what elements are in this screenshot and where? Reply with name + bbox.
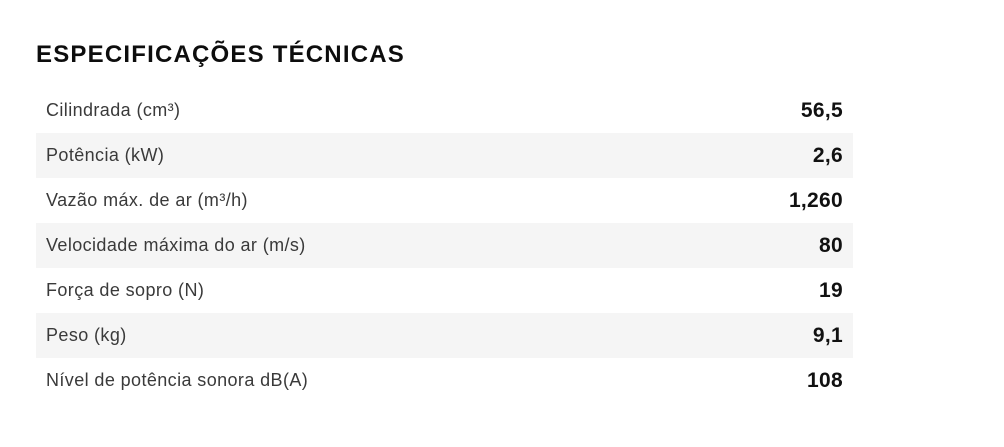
page-title: ESPECIFICAÇÕES TÉCNICAS	[36, 41, 405, 68]
spec-label: Cilindrada (cm³)	[46, 100, 181, 120]
spec-row-cilindrada: Cilindrada (cm³) 56,5	[36, 88, 853, 133]
spec-table: Cilindrada (cm³) 56,5 Potência (kW) 2,6 …	[36, 88, 853, 403]
spec-row-forca-de-sopro: Força de sopro (N) 19	[36, 268, 853, 313]
spec-value: 2,6	[812, 143, 843, 167]
spec-row-nivel-potencia-sonora: Nível de potência sonora dB(A) 108	[36, 358, 853, 403]
spec-page: ESPECIFICAÇÕES TÉCNICAS Cilindrada (cm³)…	[0, 42, 1004, 403]
spec-row-potencia: Potência (kW) 2,6	[36, 133, 853, 178]
spec-label: Força de sopro (N)	[46, 280, 205, 300]
spec-value: 19	[819, 278, 843, 302]
spec-row-velocidade-maxima-ar: Velocidade máxima do ar (m/s) 80	[36, 223, 853, 268]
spec-row-peso: Peso (kg) 9,1	[36, 313, 853, 358]
spec-label: Peso (kg)	[46, 325, 127, 345]
spec-value: 9,1	[812, 323, 843, 347]
spec-row-vazao-max-ar: Vazão máx. de ar (m³/h) 1,260	[36, 178, 853, 223]
spec-label: Vazão máx. de ar (m³/h)	[46, 190, 248, 210]
spec-value: 56,5	[800, 98, 843, 122]
spec-label: Nível de potência sonora dB(A)	[46, 370, 309, 390]
spec-value: 108	[807, 368, 843, 392]
spec-label: Potência (kW)	[46, 145, 165, 165]
spec-label: Velocidade máxima do ar (m/s)	[46, 235, 306, 255]
spec-value: 80	[819, 233, 843, 257]
spec-value: 1,260	[788, 188, 843, 212]
